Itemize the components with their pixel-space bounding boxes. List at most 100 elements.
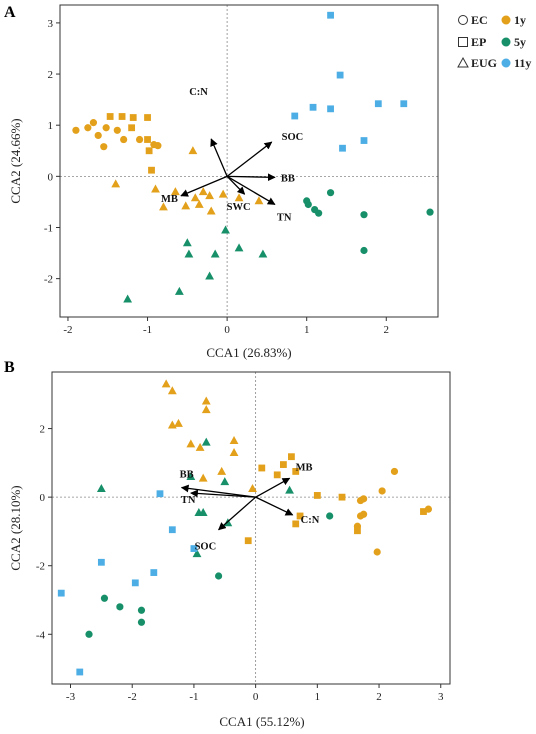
point-triangle-5y bbox=[234, 243, 244, 252]
legend-label-ep: EP bbox=[471, 35, 486, 49]
legend-label-5y: 5y bbox=[514, 35, 526, 49]
point-square-11y bbox=[327, 11, 334, 19]
point-circle-5y bbox=[116, 603, 124, 611]
point-circle-5y bbox=[85, 630, 93, 638]
point-circle-1y bbox=[120, 135, 128, 144]
panel-a-frame bbox=[59, 4, 439, 318]
vector-arrow-cn bbox=[255, 496, 294, 516]
x-tick-label: -3 bbox=[66, 691, 76, 703]
point-triangle-1y bbox=[201, 405, 211, 414]
point-circle-1y bbox=[94, 131, 102, 140]
point-triangle-1y bbox=[217, 466, 227, 475]
legend-group-5y: 5y bbox=[501, 35, 526, 49]
point-triangle-1y bbox=[186, 439, 196, 448]
legend-label-ec: EC bbox=[471, 13, 488, 27]
point-triangle-5y bbox=[258, 249, 268, 258]
point-circle-1y bbox=[390, 467, 399, 476]
point-circle-5y bbox=[215, 572, 223, 580]
legend-shape-ec: EC bbox=[458, 13, 488, 27]
vector-label-soc: SOC bbox=[282, 132, 304, 143]
point-triangle-1y bbox=[194, 199, 204, 208]
vector-label-tn: TN bbox=[181, 495, 196, 506]
point-square-1y bbox=[338, 493, 346, 501]
y-tick-label: 2 bbox=[48, 69, 54, 81]
point-square-11y bbox=[309, 103, 317, 111]
point-triangle-5y bbox=[192, 549, 202, 558]
point-square-1y bbox=[313, 492, 321, 499]
point-triangle-1y bbox=[161, 379, 171, 388]
point-square-11y bbox=[327, 105, 334, 113]
legend-label-11y: 11y bbox=[514, 56, 531, 70]
panel-a-x-axis-title: CCA1 (26.83%) bbox=[206, 345, 291, 360]
point-triangle-1y bbox=[159, 202, 168, 211]
point-circle-1y bbox=[72, 126, 80, 134]
y-tick-label: 0 bbox=[48, 171, 54, 183]
point-square-1y bbox=[106, 113, 114, 120]
vector-label-tn: TN bbox=[277, 212, 292, 223]
vector-label-cn: C:N bbox=[301, 515, 320, 526]
vector-label-cn: C:N bbox=[189, 87, 208, 98]
legend-color-1y bbox=[501, 15, 511, 25]
point-triangle-1y bbox=[198, 187, 208, 196]
point-square-1y bbox=[128, 124, 136, 132]
vector-arrow-bb bbox=[227, 173, 276, 182]
point-circle-1y bbox=[135, 135, 144, 144]
y-tick-label: 3 bbox=[48, 18, 54, 30]
point-triangle-5y bbox=[186, 471, 196, 480]
legend-group-1y: 1y bbox=[501, 13, 526, 27]
x-tick-label: -2 bbox=[128, 691, 137, 703]
point-square-1y bbox=[420, 508, 427, 515]
x-tick-label: -1 bbox=[189, 691, 198, 703]
point-square-11y bbox=[291, 112, 299, 120]
panel-b-vectors: BB TN SOC MB C:N bbox=[180, 462, 320, 552]
point-triangle-1y bbox=[201, 396, 211, 405]
vector-arrow-tn bbox=[226, 175, 276, 206]
legend-group-11y: 11y bbox=[501, 56, 531, 70]
point-triangle-1y bbox=[205, 191, 215, 200]
point-circle-1y bbox=[113, 126, 121, 134]
point-triangle-5y bbox=[221, 225, 230, 234]
point-square-1y bbox=[148, 166, 155, 174]
point-triangle-5y bbox=[201, 437, 211, 446]
point-circle-1y bbox=[373, 548, 381, 556]
point-triangle-1y bbox=[195, 442, 205, 451]
point-triangle-5y bbox=[285, 485, 294, 494]
point-square-1y bbox=[144, 114, 151, 121]
panel-letter-b: B bbox=[4, 359, 15, 376]
point-triangle-5y bbox=[182, 238, 192, 247]
point-square-11y bbox=[168, 526, 176, 534]
point-square-1y bbox=[279, 461, 287, 468]
point-triangle-1y bbox=[248, 483, 257, 492]
point-triangle-1y bbox=[190, 193, 200, 202]
point-triangle-5y bbox=[174, 286, 184, 295]
point-circle-1y bbox=[84, 124, 92, 132]
point-triangle-1y bbox=[229, 435, 239, 444]
x-tick-label: 1 bbox=[315, 691, 321, 703]
point-circle-5y bbox=[360, 246, 368, 255]
point-circle-1y bbox=[356, 512, 365, 520]
x-tick-label: 0 bbox=[253, 691, 259, 703]
legend-label-eug: EUG bbox=[471, 56, 497, 70]
point-circle-1y bbox=[356, 496, 365, 505]
y-tick-label: -2 bbox=[44, 274, 53, 286]
point-triangle-5y bbox=[184, 249, 194, 258]
point-triangle-1y bbox=[111, 179, 121, 188]
y-tick-label: -2 bbox=[36, 561, 45, 573]
point-triangle-5y bbox=[220, 477, 230, 486]
panel-a-points bbox=[72, 11, 434, 303]
panel-a-vectors: C:N SOC BB MB SWC TN bbox=[161, 87, 303, 223]
panel-b-y-axis-title: CCA2 (28.10%) bbox=[8, 485, 23, 570]
panel-b-x-axis-title: CCA1 (55.12%) bbox=[219, 714, 304, 729]
x-tick-label: 3 bbox=[438, 691, 444, 703]
point-square-11y bbox=[339, 144, 346, 152]
point-square-11y bbox=[150, 569, 158, 576]
y-tick-label: 1 bbox=[48, 120, 54, 132]
point-square-1y bbox=[129, 114, 137, 121]
legend-color-11y bbox=[501, 58, 511, 68]
point-square-1y bbox=[354, 527, 361, 535]
legend-square-marker bbox=[458, 37, 468, 47]
point-circle-5y bbox=[137, 606, 146, 614]
vector-label-soc: SOC bbox=[195, 542, 217, 553]
panel-b-ticks: -3 -2 -1 0 1 2 3 -4 -2 0 2 bbox=[36, 424, 444, 703]
point-circle-5y bbox=[137, 618, 146, 626]
